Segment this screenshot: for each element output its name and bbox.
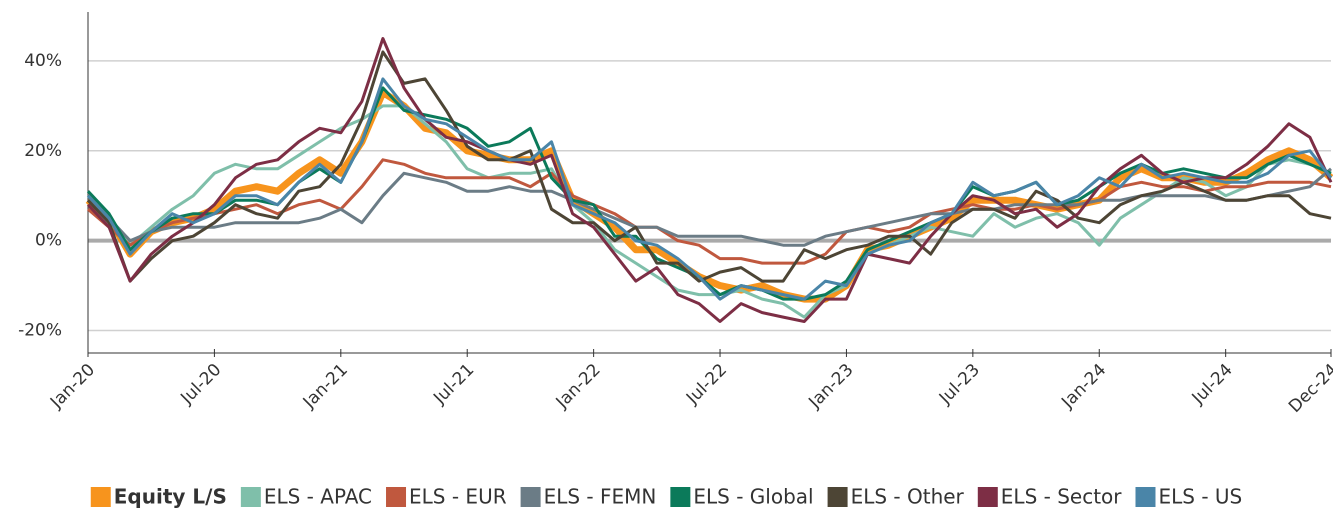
legend-label: ELS - US <box>1158 485 1242 509</box>
series-line <box>86 50 1332 283</box>
legend-swatch <box>90 487 111 507</box>
x-tick-label: Jul-21 <box>429 360 478 409</box>
x-tick-label: Jan-23 <box>804 360 857 413</box>
x-tick-label: Jan-20 <box>46 360 99 413</box>
x-tick-label: Jul-23 <box>935 360 984 409</box>
y-tick-label: 0% <box>35 231 62 251</box>
x-tick-label: Jan-22 <box>552 360 605 413</box>
legend-swatch <box>520 487 541 507</box>
x-tick-label: Jul-24 <box>1188 360 1237 409</box>
series-line <box>86 167 1332 247</box>
y-tick-label: -20% <box>18 321 62 341</box>
legend-swatch <box>977 487 998 507</box>
legend-swatch <box>827 487 848 507</box>
series-line <box>86 77 1333 301</box>
legend-swatch <box>240 487 261 507</box>
legend-label: ELS - Global <box>693 485 813 509</box>
legend-label: ELS - Other <box>851 485 965 509</box>
series-line <box>86 104 1332 319</box>
legend-label: ELS - FEMN <box>544 485 657 509</box>
x-tick-label: Jul-22 <box>682 360 731 409</box>
series-line <box>87 158 1332 265</box>
legend-swatch <box>1135 487 1156 507</box>
legend-swatch <box>386 487 407 507</box>
legend-label: ELS - APAC <box>264 485 372 509</box>
x-tick-label: Dec-24 <box>1285 360 1333 417</box>
x-tick-label: Jan-21 <box>299 360 352 413</box>
y-tick-label: 20% <box>24 141 62 161</box>
x-tick-label: Jul-20 <box>176 360 225 409</box>
series-line <box>85 88 1333 303</box>
legend-swatch <box>670 487 691 507</box>
legend-label: ELS - EUR <box>409 485 507 509</box>
legend-label: ELS - Sector <box>1001 485 1122 509</box>
legend-label: Equity L/S <box>114 485 227 509</box>
x-tick-label: Jan-24 <box>1057 360 1110 413</box>
series-line <box>86 37 1333 323</box>
y-tick-label: 40% <box>24 51 62 71</box>
legend: Equity L/S ELS - APAC ELS - EUR ELS - FEMN E… <box>90 485 1242 509</box>
